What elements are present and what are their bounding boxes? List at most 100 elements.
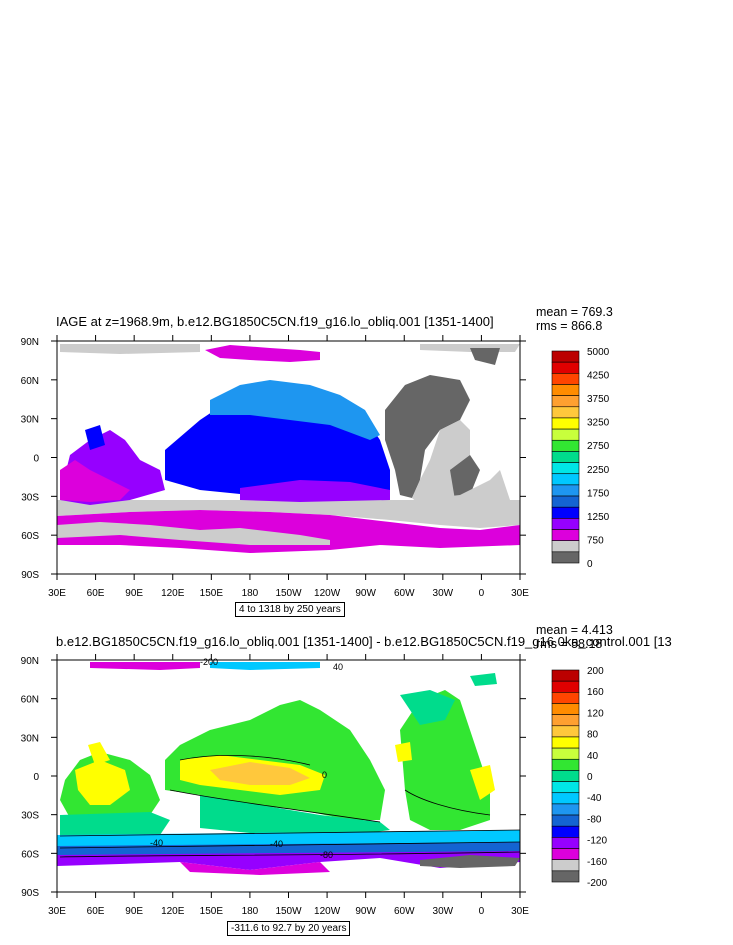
colorbar-swatch	[551, 406, 580, 419]
contour-label: -200	[200, 657, 218, 667]
x-tick-label: 90W	[355, 906, 376, 917]
colorbar-label: 3250	[587, 418, 610, 429]
x-tick-label: 60W	[394, 906, 415, 917]
colorbar-label: 160	[587, 687, 604, 698]
y-tick-label: 60N	[21, 376, 39, 387]
contour-label: -40	[150, 838, 163, 848]
colorbar-swatch	[551, 551, 580, 564]
panel1-mean: mean = 769.3	[536, 305, 613, 319]
colorbar-label: 5000	[587, 347, 610, 358]
panel2-range-note: -311.6 to 92.7 by 20 years	[227, 921, 351, 936]
y-tick-label: 0	[33, 772, 39, 783]
x-tick-label: 30E	[48, 588, 66, 599]
panel1-map	[56, 340, 521, 575]
x-tick-label: 60E	[87, 588, 105, 599]
colorbar-swatch	[551, 725, 580, 738]
colorbar-swatch	[551, 417, 580, 430]
panel2-mean: mean = 4.413	[536, 623, 613, 637]
colorbar-label: 4250	[587, 371, 610, 382]
colorbar-label: 120	[587, 708, 604, 719]
colorbar-label: 2750	[587, 441, 610, 452]
y-tick-label: 30S	[21, 811, 39, 822]
panel2-rms: rms = 58.18	[536, 637, 603, 651]
panel1-axes: 30E 60E 90E 120E 150E 180 150W 120W 90W 60W 30W 0 30…	[21, 335, 529, 599]
y-tick-label: 0	[33, 454, 39, 465]
contour-label: 40	[333, 662, 343, 672]
contour-label: 0	[322, 770, 327, 780]
colorbar-swatch	[551, 770, 580, 782]
panel1-range-note: 4 to 1318 by 250 years	[235, 602, 345, 617]
panel1-rms: rms = 866.8	[536, 319, 603, 333]
colorbar-swatch	[551, 506, 580, 519]
colorbar-swatch	[551, 361, 580, 374]
colorbar-swatch	[551, 529, 580, 541]
x-tick-label: 180	[242, 588, 259, 599]
colorbar-swatch	[551, 373, 580, 385]
y-tick-label: 30S	[21, 492, 39, 503]
colorbar-swatch	[551, 495, 580, 508]
colorbar-swatch	[551, 714, 580, 727]
x-tick-label: 30E	[48, 906, 66, 917]
panel2-title: b.e12.BG1850C5CN.f19_g16.lo_obliq.001 [1…	[56, 634, 672, 649]
colorbar-swatch	[551, 781, 580, 794]
colorbar-swatch	[551, 825, 580, 838]
y-tick-label: 90S	[21, 888, 39, 899]
colorbar-swatch	[551, 350, 580, 363]
x-tick-label: 0	[479, 588, 485, 599]
colorbar-swatch	[551, 428, 580, 441]
colorbar-swatch	[551, 451, 580, 463]
colorbar-swatch	[551, 803, 580, 816]
y-tick-label: 60N	[21, 695, 39, 706]
colorbar-swatch	[551, 758, 580, 771]
colorbar-swatch	[551, 848, 580, 860]
x-tick-label: 180	[242, 906, 259, 917]
colorbar-label: 750	[587, 535, 604, 546]
colorbar-swatch	[551, 859, 580, 872]
colorbar-swatch	[551, 439, 580, 452]
colorbar-swatch	[551, 462, 580, 475]
colorbar-label: 200	[587, 666, 604, 677]
x-tick-label: 150W	[275, 906, 302, 917]
colorbar-swatch	[551, 747, 580, 760]
y-tick-label: 60S	[21, 531, 39, 542]
x-tick-label: 30W	[433, 906, 454, 917]
panel2-axes: 30E 60E 90E 120E 150E 180 150W 120W 90W 60W 30W 0 30…	[21, 654, 529, 917]
x-tick-label: 120E	[161, 588, 185, 599]
x-tick-label: 60W	[394, 588, 415, 599]
x-tick-label: 150E	[200, 588, 224, 599]
colorbar-label: 0	[587, 559, 593, 570]
panel2-colorbar: 200 160 120 80 40 0 -40 -80 -120 -160 -200	[551, 666, 607, 889]
colorbar-label: 2250	[587, 465, 610, 476]
colorbar-swatch	[551, 837, 580, 849]
colorbar-label: -120	[587, 836, 607, 847]
x-tick-label: 120E	[161, 906, 185, 917]
colorbar-swatch	[551, 792, 580, 805]
colorbar-swatch	[551, 692, 580, 704]
colorbar-swatch	[551, 384, 580, 396]
x-tick-label: 90E	[125, 588, 143, 599]
colorbar-swatch	[551, 473, 580, 486]
x-tick-label: 30E	[511, 588, 529, 599]
x-tick-label: 90W	[355, 588, 376, 599]
colorbar-swatch	[551, 484, 580, 497]
x-tick-label: 150W	[275, 588, 302, 599]
y-tick-label: 90S	[21, 570, 39, 581]
x-tick-label: 0	[479, 906, 485, 917]
colorbar-label: 80	[587, 730, 599, 741]
colorbar-swatch	[551, 518, 580, 530]
x-tick-label: 30E	[511, 906, 529, 917]
colorbar-swatch	[551, 870, 580, 883]
colorbar-swatch	[551, 703, 580, 715]
colorbar-label: -200	[587, 878, 607, 889]
colorbar-swatch	[551, 736, 580, 749]
x-tick-label: 90E	[125, 906, 143, 917]
colorbar-label: -40	[587, 793, 602, 804]
colorbar-swatch	[551, 814, 580, 827]
x-tick-label: 150E	[200, 906, 224, 917]
colorbar-label: 1250	[587, 512, 610, 523]
x-tick-label: 60E	[87, 906, 105, 917]
contour-label: -40	[270, 839, 283, 849]
colorbar-label: 3750	[587, 394, 610, 405]
y-tick-label: 60S	[21, 849, 39, 860]
